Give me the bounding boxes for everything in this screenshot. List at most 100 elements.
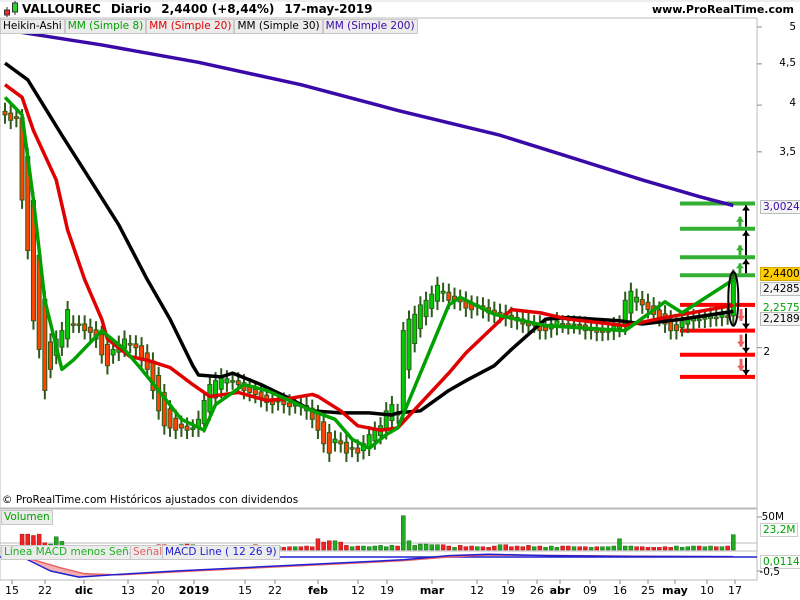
small-up-arrow-icon-head [736,245,744,251]
site-link[interactable]: www.ProRealTime.com [651,3,794,16]
volume-bar [708,545,713,551]
volume-bar [304,545,309,551]
candle-body [59,330,65,348]
legend-ma30[interactable]: MM (Simple 30) [234,19,323,34]
candle-body [400,330,406,415]
candle-body [543,326,549,332]
candle-body [406,318,412,371]
volume-bar [475,546,480,551]
candle-body [99,333,105,356]
x-tick-label: feb [307,584,329,597]
candle-body [230,380,236,383]
candle-body [730,277,736,317]
volume-bar [446,545,452,551]
candle-body [190,427,196,430]
macd-hist-legend[interactable]: Línea MACD menos Señal [1,545,142,560]
volume-bar [696,545,702,551]
volume-bar [685,546,691,551]
candle-body [201,399,207,425]
x-tick-label: 10 [700,584,714,597]
ma200-value-label: 3,0024 [760,200,800,214]
x-tick-label: 15 [5,584,19,597]
volume-bar [605,546,611,551]
volume-bar [662,546,668,551]
x-tick-label: 16 [613,584,627,597]
macd-line-legend[interactable]: MACD Line ( 12 26 9) [162,545,280,560]
legend-ma200[interactable]: MM (Simple 200) [322,19,418,34]
candle-body [434,284,440,302]
candle-body [412,313,418,345]
volume-last-label: 23,2M [760,523,799,537]
small-down-arrow-icon-head [737,315,745,321]
candle-body [656,309,662,319]
candle-body [560,323,566,326]
candle-body [332,438,338,444]
candle-body [173,417,179,431]
volume-bar [691,545,696,551]
candle-body [326,432,332,454]
candle-body [639,299,645,306]
candle-body [423,299,429,318]
volume-bar [372,545,378,551]
volume-bar [315,538,321,551]
x-tick-label: 12 [351,584,365,597]
candle-body [338,440,344,445]
x-tick-label: 13 [121,584,135,597]
ma20-line [3,83,734,432]
candle-body [355,447,361,454]
volume-bar [332,540,338,551]
volume-bar [611,545,617,551]
volume-label[interactable]: Volumen [1,510,53,525]
indicator-legend: Heikin-Ashi MM (Simple 8) MM (Simple 20)… [0,19,418,34]
volume-bar [452,547,457,551]
x-tick-label: 20 [151,584,165,597]
volume-bar [674,545,679,551]
ma30-value-label: 2,2189 [760,312,800,326]
x-tick-label: 19 [380,584,394,597]
price-tick: 4 [789,97,796,109]
last-price-label: 2,4400 [760,267,800,281]
small-up-arrow-icon-head [736,263,744,269]
volume-bar [412,545,417,551]
ma8-value-label: 2,4285 [760,282,800,296]
price-tick: 3,5 [779,146,796,158]
volume-bar [463,546,469,551]
candle-body [571,323,577,327]
volume-bar [634,546,639,551]
legend-heikin-ashi[interactable]: Heikin-Ashi [0,19,65,34]
volume-bar [383,546,389,551]
candle-body [65,309,71,340]
volume-bar [640,546,645,551]
candle-body [389,404,395,422]
price-panel-frame [0,17,758,509]
candle-body [702,317,708,320]
legend-ma20[interactable]: MM (Simple 20) [146,19,235,34]
x-tick-label: 26 [530,584,544,597]
volume-bar [600,546,605,551]
volume-bar [344,545,349,551]
x-tick-label: 2019 [178,584,210,597]
small-up-arrow-icon-head [736,216,744,222]
last-candle-highlight [727,270,740,327]
candle-body [87,326,93,333]
volume-bar [668,547,673,551]
volume-bar [457,545,463,551]
candle-body [127,343,133,346]
footer-note: © ProRealTime.com Históricos ajustados c… [2,494,299,506]
candle-body [315,413,321,431]
volume-bar [651,547,656,551]
x-tick-label: 19 [501,584,515,597]
candle-body [673,324,679,332]
x-tick-label: mar [419,584,445,597]
candle-body [628,290,634,314]
macd-signal-legend[interactable]: Señal [130,545,166,560]
candle-body [207,384,213,413]
volume-bar [714,546,719,551]
legend-ma8[interactable]: MM (Simple 8) [64,19,147,34]
volume-bar [292,546,298,551]
candle-body [309,407,315,420]
x-tick-label: 22 [38,584,52,597]
candle-body [577,323,583,327]
volume-bar [480,546,486,551]
